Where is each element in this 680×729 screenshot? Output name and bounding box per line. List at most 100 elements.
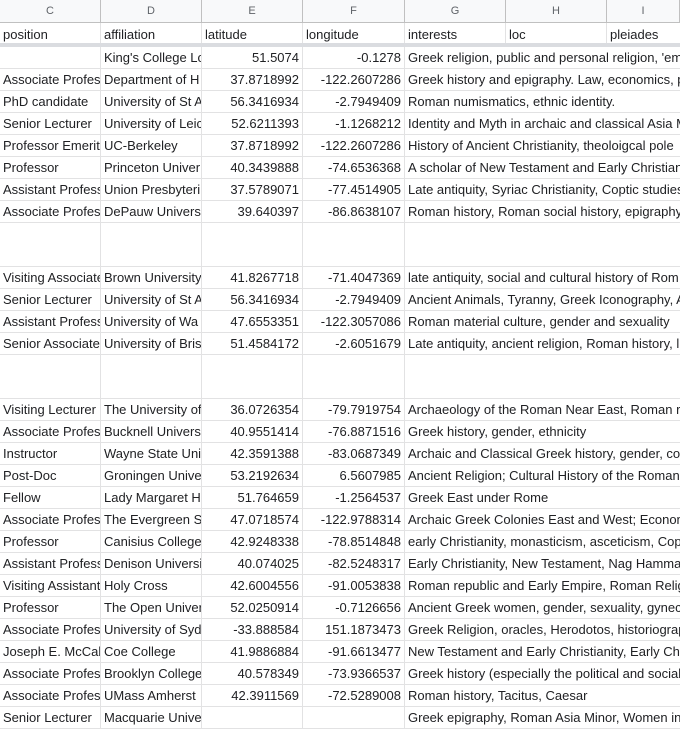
cell-affiliation[interactable]: University of Leic bbox=[101, 113, 202, 134]
cell-longitude[interactable]: -1.1268212 bbox=[303, 113, 405, 134]
cell-interests[interactable]: Greek history and epigraphy. Law, econom… bbox=[408, 72, 680, 87]
cell-longitude[interactable]: -91.6613477 bbox=[303, 641, 405, 662]
cell-affiliation[interactable]: University of St A bbox=[101, 289, 202, 310]
cell-latitude[interactable]: -33.888584 bbox=[202, 619, 303, 640]
cell-longitude[interactable]: -2.7949409 bbox=[303, 289, 405, 310]
cell-position[interactable]: Professor bbox=[0, 531, 101, 552]
cell-affiliation[interactable]: Denison Universi bbox=[101, 553, 202, 574]
cell-latitude[interactable]: 52.6211393 bbox=[202, 113, 303, 134]
cell-affiliation[interactable]: UMass Amherst bbox=[101, 685, 202, 706]
cell-latitude[interactable]: 40.074025 bbox=[202, 553, 303, 574]
cell-interests[interactable] bbox=[405, 223, 680, 266]
cell-interests[interactable]: Archaeology of the Roman Near East, Roma… bbox=[408, 402, 680, 417]
cell-interests[interactable]: Early Christianity, New Testament, Nag H… bbox=[408, 556, 680, 571]
cell-interests[interactable]: Archaic and Classical Greek history, gen… bbox=[408, 446, 680, 461]
cell-latitude[interactable]: 56.3416934 bbox=[202, 289, 303, 310]
cell-latitude[interactable]: 51.764659 bbox=[202, 487, 303, 508]
cell-latitude[interactable]: 36.0726354 bbox=[202, 399, 303, 420]
cell-position[interactable]: Visiting Lecturer bbox=[0, 399, 101, 420]
column-letter-c[interactable]: C bbox=[0, 0, 101, 22]
cell-position[interactable]: Associate Profes bbox=[0, 663, 101, 684]
cell-affiliation[interactable]: Princeton Univer bbox=[101, 157, 202, 178]
cell-position[interactable]: Senior Lecturer bbox=[0, 113, 101, 134]
cell-affiliation[interactable]: Holy Cross bbox=[101, 575, 202, 596]
cell-latitude[interactable]: 37.8718992 bbox=[202, 135, 303, 156]
cell-affiliation[interactable]: Union Presbyteri bbox=[101, 179, 202, 200]
cell-longitude[interactable]: -73.9366537 bbox=[303, 663, 405, 684]
cell-position[interactable]: Professor bbox=[0, 597, 101, 618]
cell-position[interactable]: Assistant Profess bbox=[0, 553, 101, 574]
cell-longitude[interactable]: -72.5289008 bbox=[303, 685, 405, 706]
cell-affiliation[interactable]: Canisius College bbox=[101, 531, 202, 552]
cell-interests[interactable]: Roman material culture, gender and sexua… bbox=[408, 314, 670, 329]
cell-position[interactable] bbox=[0, 223, 101, 266]
column-letter-g[interactable]: G bbox=[405, 0, 506, 22]
cell-position[interactable]: Associate Profes bbox=[0, 69, 101, 90]
cell-latitude[interactable]: 37.8718992 bbox=[202, 69, 303, 90]
cell-interests[interactable]: late antiquity, social and cultural hist… bbox=[408, 270, 679, 285]
cell-position[interactable]: Professor Emerit bbox=[0, 135, 101, 156]
cell-interests[interactable]: Ancient Religion; Cultural History of th… bbox=[408, 468, 680, 483]
cell-interests[interactable]: Ancient Greek women, gender, sexuality, … bbox=[408, 600, 680, 615]
cell-interests[interactable]: Late antiquity, ancient religion, Roman … bbox=[408, 336, 680, 351]
cell-position[interactable] bbox=[0, 47, 101, 68]
cell-interests[interactable]: Roman numismatics, ethnic identity. bbox=[408, 94, 616, 109]
cell-longitude[interactable]: -91.0053838 bbox=[303, 575, 405, 596]
cell-affiliation[interactable]: University of Syd bbox=[101, 619, 202, 640]
cell-longitude[interactable]: -78.8514848 bbox=[303, 531, 405, 552]
cell-interests[interactable]: Late antiquity, Syriac Christianity, Cop… bbox=[408, 182, 680, 197]
column-letter-d[interactable]: D bbox=[101, 0, 202, 22]
cell-latitude[interactable]: 51.4584172 bbox=[202, 333, 303, 354]
cell-position[interactable]: Joseph E. McCab bbox=[0, 641, 101, 662]
cell-latitude[interactable]: 47.0718574 bbox=[202, 509, 303, 530]
cell-longitude[interactable] bbox=[303, 707, 405, 728]
cell-longitude[interactable]: -122.2607286 bbox=[303, 135, 405, 156]
column-letter-h[interactable]: H bbox=[506, 0, 607, 22]
cell-affiliation[interactable]: University of St A bbox=[101, 91, 202, 112]
cell-interests[interactable]: Identity and Myth in archaic and classic… bbox=[408, 116, 680, 131]
cell-position[interactable]: Assistant Profess bbox=[0, 311, 101, 332]
cell-latitude[interactable]: 42.6004556 bbox=[202, 575, 303, 596]
cell-interests[interactable]: Roman history, Tacitus, Caesar bbox=[408, 688, 588, 703]
cell-longitude[interactable]: -0.7126656 bbox=[303, 597, 405, 618]
cell-affiliation[interactable]: Wayne State Uni bbox=[101, 443, 202, 464]
cell-affiliation[interactable] bbox=[101, 355, 202, 398]
cell-position[interactable]: Senior Associate bbox=[0, 333, 101, 354]
cell-latitude[interactable]: 42.3591388 bbox=[202, 443, 303, 464]
header-cell-position[interactable]: position bbox=[0, 23, 101, 43]
cell-position[interactable]: Associate Profes bbox=[0, 619, 101, 640]
cell-affiliation[interactable]: The University of bbox=[101, 399, 202, 420]
cell-position[interactable]: Post-Doc bbox=[0, 465, 101, 486]
cell-longitude[interactable]: -76.8871516 bbox=[303, 421, 405, 442]
cell-longitude[interactable]: -1.2564537 bbox=[303, 487, 405, 508]
header-cell-pleiades[interactable]: pleiades bbox=[610, 27, 659, 42]
cell-position[interactable]: Associate Profes bbox=[0, 421, 101, 442]
cell-position[interactable]: Visiting Associate bbox=[0, 267, 101, 288]
cell-interests[interactable]: Greek Religion, oracles, Herodotos, hist… bbox=[408, 622, 680, 637]
cell-latitude[interactable]: 40.578349 bbox=[202, 663, 303, 684]
cell-longitude[interactable]: -122.3057086 bbox=[303, 311, 405, 332]
cell-longitude[interactable]: -83.0687349 bbox=[303, 443, 405, 464]
cell-latitude[interactable]: 41.9886884 bbox=[202, 641, 303, 662]
cell-affiliation[interactable]: The Evergreen St bbox=[101, 509, 202, 530]
column-letter-f[interactable]: F bbox=[303, 0, 405, 22]
cell-latitude[interactable]: 41.8267718 bbox=[202, 267, 303, 288]
cell-affiliation[interactable]: University of Wa bbox=[101, 311, 202, 332]
cell-affiliation[interactable]: Brooklyn College bbox=[101, 663, 202, 684]
cell-interests[interactable]: Greek religion, public and personal reli… bbox=[408, 50, 680, 65]
cell-position[interactable] bbox=[0, 355, 101, 398]
cell-longitude[interactable]: -77.4514905 bbox=[303, 179, 405, 200]
cell-latitude[interactable]: 53.2192634 bbox=[202, 465, 303, 486]
header-cell-interests[interactable]: interests bbox=[405, 23, 506, 43]
cell-affiliation[interactable]: Lady Margaret H bbox=[101, 487, 202, 508]
cell-affiliation[interactable]: Brown University bbox=[101, 267, 202, 288]
cell-latitude[interactable]: 40.9551414 bbox=[202, 421, 303, 442]
cell-affiliation[interactable]: University of Bris bbox=[101, 333, 202, 354]
cell-longitude[interactable]: -86.8638107 bbox=[303, 201, 405, 222]
cell-affiliation[interactable]: Groningen Unive bbox=[101, 465, 202, 486]
cell-latitude[interactable]: 40.3439888 bbox=[202, 157, 303, 178]
cell-position[interactable]: Associate Profes bbox=[0, 685, 101, 706]
cell-affiliation[interactable] bbox=[101, 223, 202, 266]
cell-longitude[interactable]: -122.2607286 bbox=[303, 69, 405, 90]
cell-latitude[interactable]: 56.3416934 bbox=[202, 91, 303, 112]
